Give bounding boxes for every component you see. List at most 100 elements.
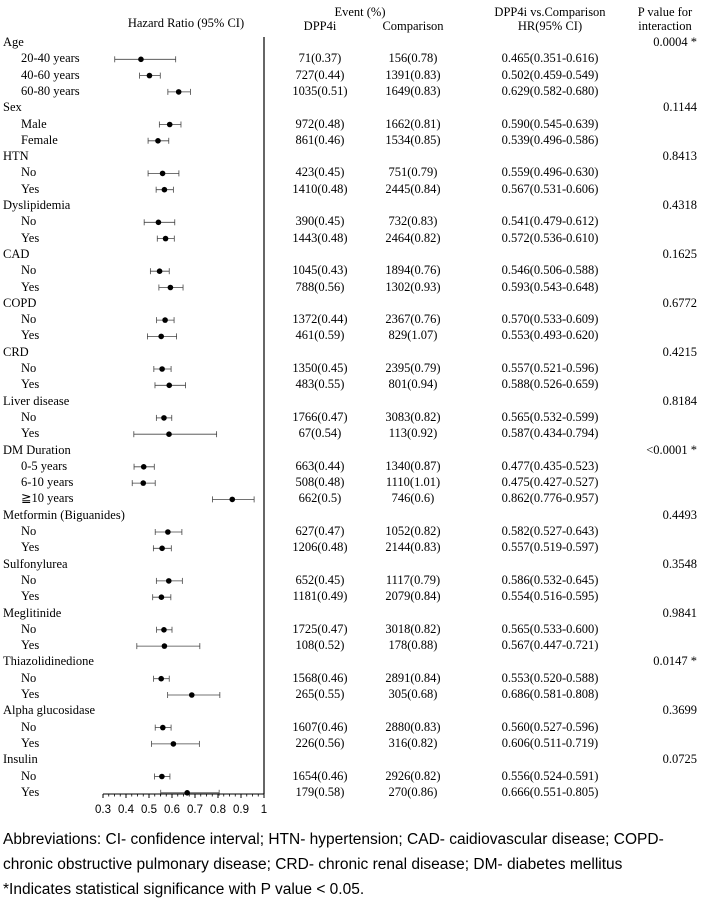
hr-ci-text: 0.475(0.427-0.527) (501, 475, 599, 490)
comparison-event: 178(0.88) (388, 638, 438, 653)
subgroup-label: Yes (21, 279, 40, 294)
group-label: Age (3, 35, 24, 49)
subgroup-label: 0-5 years (21, 458, 68, 473)
dpp4i-event: 67(0.54) (298, 426, 342, 441)
hr-ci-text: 0.567(0.531-0.606) (501, 181, 599, 196)
group-label: Alpha glucosidase (3, 703, 95, 718)
subgroup-label: Yes (21, 735, 40, 750)
subgroup-label: Yes (21, 230, 40, 245)
hr-ci-text: 0.557(0.519-0.597) (501, 540, 599, 555)
hr-ci-text: 0.666(0.551-0.805) (501, 784, 599, 799)
hr-point (175, 89, 182, 95)
hr-point (162, 317, 168, 323)
group-label: Insulin (3, 752, 38, 767)
dpp4i-event: 390(0.45) (295, 214, 345, 229)
hr-point (165, 529, 171, 535)
hr-point (170, 741, 177, 747)
hr-ci-text: 0.587(0.434-0.794) (501, 426, 599, 441)
hr-point (160, 724, 166, 731)
hr-point (161, 643, 168, 649)
dpp4i-event: 1181(0.49) (292, 589, 348, 604)
subgroup-label: Yes (21, 328, 40, 343)
x-tick-label: 1 (260, 804, 268, 816)
subgroup-label: No (21, 409, 37, 424)
group-label: Sulfonylurea (3, 556, 68, 571)
hr-point (165, 578, 172, 584)
hazard-ratio-header: Hazard Ratio (95% CI) (127, 16, 245, 30)
subgroup-label: No (21, 165, 37, 180)
subgroup-label: ≧10 years (21, 491, 74, 506)
comparison-event: 746(0.6) (391, 491, 435, 506)
dpp4i-event: 461(0.59) (295, 328, 345, 343)
hr-ci-text: 0.588(0.526-0.659) (501, 377, 599, 392)
p-value: 0.8413 (662, 149, 697, 164)
dpp4i-event: 627(0.47) (295, 524, 345, 538)
group-label: Sex (3, 100, 22, 115)
dpp4i-event: 1443(0.48) (292, 230, 348, 245)
dpp4i-event: 1045(0.43) (292, 263, 348, 278)
hr-ci-text: 0.572(0.536-0.610) (501, 230, 599, 245)
subgroup-label: 40-60 years (21, 67, 80, 82)
subgroup-label: Yes (21, 377, 40, 392)
subgroup-label: No (21, 361, 37, 375)
dpp4i-event: 423(0.45) (295, 165, 345, 180)
hr-ci-text: 0.565(0.533-0.600) (501, 621, 599, 636)
p-value: 0.0725 (662, 752, 697, 767)
comparison-event: 1662(0.81) (385, 116, 441, 131)
dpp4i-event: 662(0.5) (298, 491, 342, 506)
group-label: HTN (3, 149, 29, 164)
comparison-event: 2880(0.83) (385, 719, 441, 734)
hr-point (166, 431, 172, 438)
p-value: 0.9841 (662, 605, 697, 620)
group-label: Thiazolidinedione (3, 654, 94, 669)
x-tick-label: 0.6 (164, 804, 180, 816)
dpp4i-event: 1607(0.46) (292, 719, 348, 734)
hr-point (159, 170, 166, 177)
event-header: Event (%) (334, 5, 386, 19)
hr-ci-text: 0.539(0.496-0.586) (501, 132, 599, 147)
hr-point (156, 268, 163, 275)
group-label: CAD (3, 246, 30, 261)
comparison-event: 732(0.83) (388, 214, 438, 229)
hr-point (158, 333, 164, 340)
comparison-event: 3018(0.82) (385, 621, 441, 636)
comparison-event: 1302(0.93) (385, 279, 441, 294)
comparison-event: 270(0.86) (388, 784, 438, 799)
group-label: DM Duration (3, 442, 71, 457)
hr-point (188, 692, 195, 698)
subgroup-label: No (21, 214, 37, 229)
p-value: 0.6772 (662, 295, 697, 310)
hr-ci-text: 0.862(0.776-0.957) (501, 491, 599, 506)
hr-point (162, 235, 169, 242)
dpp4i-event: 861(0.46) (295, 132, 345, 147)
dpp4i-event: 1654(0.46) (292, 768, 348, 783)
group-label: Liver disease (3, 393, 70, 408)
dpp4i-event: 1350(0.45) (292, 361, 348, 375)
hr-ci-text: 0.567(0.447-0.721) (501, 638, 599, 653)
p-value: 0.0004 * (653, 35, 697, 49)
p-value: 0.4215 (662, 344, 697, 359)
dpp4i-event: 226(0.56) (295, 735, 345, 750)
p-value: 0.3548 (662, 556, 697, 571)
dpp4i-event: 1766(0.47) (292, 409, 348, 424)
p-value: 0.1144 (663, 100, 697, 115)
comparison-event: 801(0.94) (388, 377, 438, 392)
p-value: 0.4318 (662, 198, 697, 212)
comparison-event: 2926(0.82) (385, 768, 441, 783)
hr-ci-text: 0.556(0.524-0.591) (501, 768, 599, 783)
hr-point (140, 480, 147, 486)
comparison-event: 829(1.07) (388, 328, 438, 343)
dpp4i-event: 108(0.52) (295, 638, 345, 653)
comparison-event: 2891(0.84) (385, 670, 441, 685)
subgroup-label: 6-10 years (21, 475, 74, 490)
hr-point (159, 773, 165, 780)
hr-point (138, 56, 144, 63)
dpp4i-event: 663(0.44) (295, 458, 345, 473)
hr-column-title: DPP4i vs.Comparison (494, 5, 606, 19)
comparison-event: 2445(0.84) (385, 181, 441, 196)
comparison-event: 3083(0.82) (385, 409, 441, 424)
dpp4i-event: 1372(0.44) (292, 312, 348, 327)
subgroup-label: No (21, 572, 37, 587)
hr-ci-text: 0.570(0.533-0.609) (501, 312, 599, 327)
